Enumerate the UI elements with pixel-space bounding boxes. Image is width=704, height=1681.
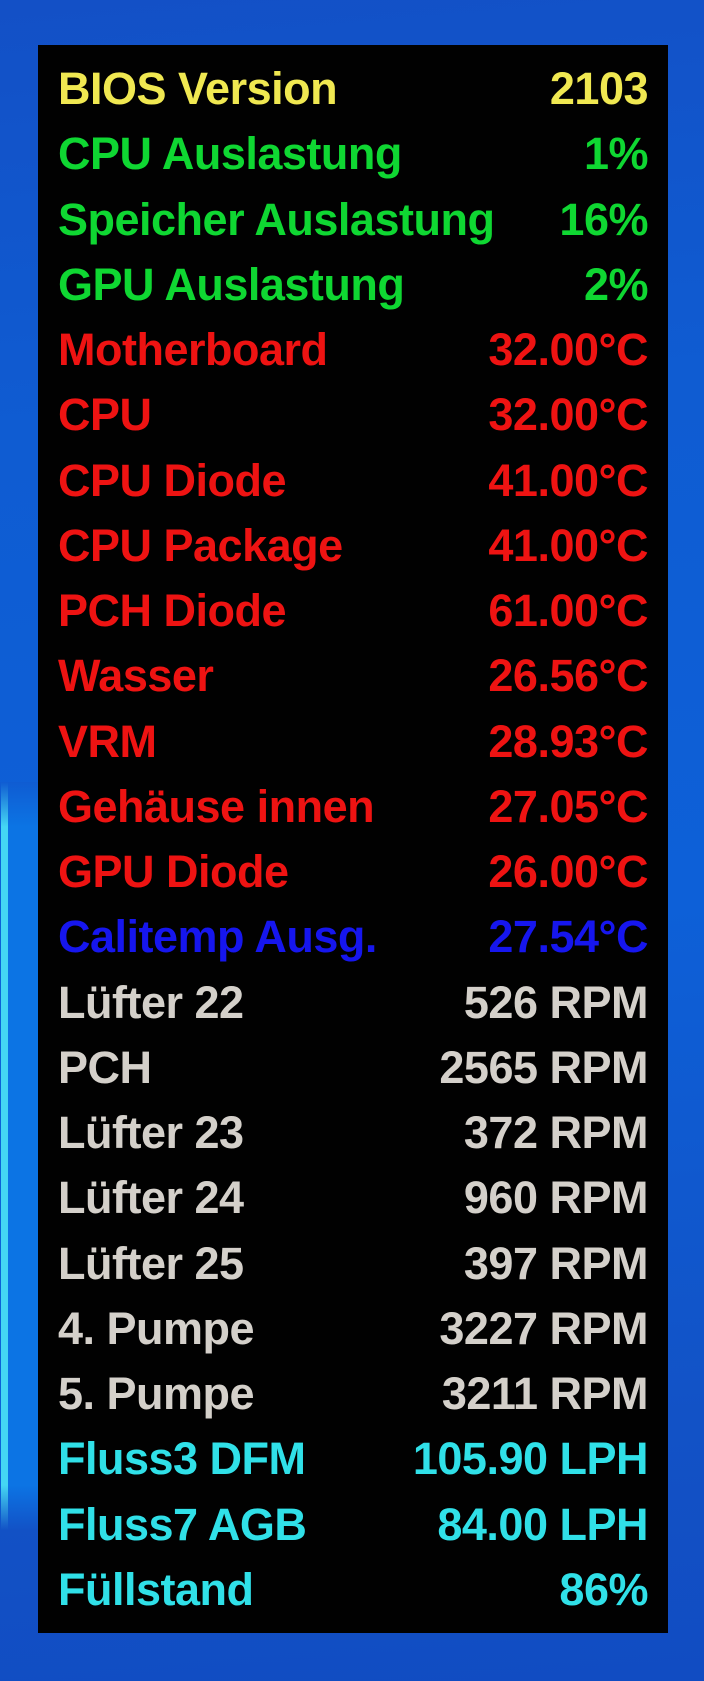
sensor-row: Lüfter 25 397 RPM: [58, 1231, 649, 1296]
sensor-label: Motherboard: [58, 324, 328, 376]
sensor-label: GPU Auslastung: [58, 258, 405, 310]
sensor-label: Füllstand: [58, 1563, 254, 1615]
sensor-row: Lüfter 24 960 RPM: [58, 1165, 649, 1230]
sensor-label: CPU Diode: [58, 454, 287, 506]
sensor-label: Gehäuse innen: [58, 780, 375, 832]
sensor-label: Speicher Auslastung: [58, 193, 495, 245]
sensor-row: Motherboard 32.00°C: [58, 317, 648, 382]
sensor-row: Wasser 26.56°C: [58, 643, 648, 708]
sensor-value: 28.93°C: [488, 715, 648, 767]
sensor-value: 1%: [583, 128, 649, 180]
sensor-label: Fluss3 DFM: [58, 1433, 306, 1485]
sensor-value: 16%: [559, 193, 648, 245]
sensor-row: 5. Pumpe 3211 RPM: [58, 1361, 649, 1426]
background-window-edge: [0, 782, 38, 1530]
sensor-row: BIOS Version 2103: [58, 56, 649, 121]
sensor-row: VRM 28.93°C: [58, 709, 648, 774]
sensor-row: CPU Package 41.00°C: [58, 513, 648, 578]
sensor-row: CPU 32.00°C: [58, 382, 648, 447]
sensor-value: 32.00°C: [488, 324, 648, 376]
sensor-label: CPU: [58, 389, 152, 441]
sensor-label: CPU Package: [58, 519, 343, 571]
sensor-row: PCH Diode 61.00°C: [58, 578, 648, 643]
sensor-label: Lüfter 25: [58, 1237, 244, 1289]
sensor-row: Lüfter 22 526 RPM: [58, 970, 649, 1035]
sensor-label: PCH Diode: [58, 585, 287, 637]
sensor-row: 4. Pumpe 3227 RPM: [58, 1296, 648, 1361]
sensor-value: 526 RPM: [463, 976, 649, 1028]
sensor-value: 41.00°C: [488, 519, 648, 571]
sensor-value: 86%: [559, 1563, 648, 1615]
sensor-label: Lüfter 23: [58, 1107, 244, 1159]
sensor-value: 26.56°C: [488, 650, 648, 702]
sensor-label: BIOS Version: [58, 63, 338, 115]
sensor-label: VRM: [58, 715, 157, 767]
sensor-value: 26.00°C: [488, 846, 648, 898]
sensor-label: Lüfter 24: [58, 1172, 244, 1224]
sensor-label: 4. Pumpe: [58, 1302, 255, 1354]
sensor-label: GPU Diode: [58, 846, 289, 898]
sensor-row: Calitemp Ausg. 27.54°C: [58, 904, 648, 969]
sensor-value: 3211 RPM: [441, 1368, 649, 1420]
sensor-row: Lüfter 23 372 RPM: [58, 1100, 649, 1165]
sensor-row: CPU Auslastung 1%: [58, 121, 649, 186]
sensor-label: Calitemp Ausg.: [58, 911, 377, 963]
sensor-value: 2103: [549, 63, 649, 115]
sensor-label: PCH: [58, 1041, 152, 1093]
sensor-panel: BIOS Version 2103 CPU Auslastung 1% Spei…: [38, 45, 668, 1633]
sensor-value: 27.54°C: [488, 911, 648, 963]
sensor-row: Füllstand 86%: [58, 1557, 648, 1622]
sensor-row: Fluss3 DFM 105.90 LPH: [58, 1426, 649, 1491]
sensor-label: Wasser: [58, 650, 214, 702]
sensor-label: CPU Auslastung: [58, 128, 402, 180]
sensor-value: 41.00°C: [488, 454, 648, 506]
sensor-label: 5. Pumpe: [58, 1368, 255, 1420]
sensor-value: 84.00 LPH: [437, 1498, 648, 1550]
sensor-value: 397 RPM: [463, 1237, 649, 1289]
sensor-row: Speicher Auslastung 16%: [58, 187, 648, 252]
sensor-label: Fluss7 AGB: [58, 1498, 307, 1550]
sensor-value: 2%: [583, 258, 649, 310]
sensor-value: 32.00°C: [488, 389, 648, 441]
sensor-row: PCH 2565 RPM: [58, 1035, 648, 1100]
sensor-value: 61.00°C: [488, 585, 648, 637]
sensor-value: 27.05°C: [488, 780, 648, 832]
sensor-row: Fluss7 AGB 84.00 LPH: [58, 1492, 648, 1557]
sensor-value: 3227 RPM: [439, 1302, 648, 1354]
sensor-value: 2565 RPM: [439, 1041, 648, 1093]
sensor-row: Gehäuse innen 27.05°C: [58, 774, 648, 839]
sensor-label: Lüfter 22: [58, 976, 244, 1028]
sensor-value: 960 RPM: [463, 1172, 649, 1224]
sensor-value: 105.90 LPH: [412, 1433, 649, 1485]
sensor-row: CPU Diode 41.00°C: [58, 448, 648, 513]
sensor-row: GPU Auslastung 2%: [58, 252, 649, 317]
sensor-row: GPU Diode 26.00°C: [58, 839, 648, 904]
sensor-value: 372 RPM: [463, 1107, 649, 1159]
